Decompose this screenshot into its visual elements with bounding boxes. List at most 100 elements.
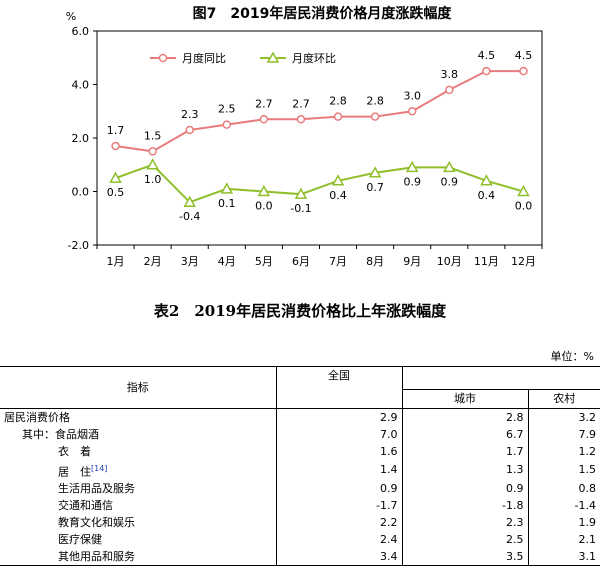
cell-national: 0.9 bbox=[276, 480, 403, 498]
series1-point bbox=[222, 120, 232, 129]
header-spacer bbox=[402, 366, 600, 390]
data-label: 0.1 bbox=[218, 197, 236, 210]
series2-point bbox=[183, 195, 196, 207]
y-tick-label: 2.0 bbox=[72, 132, 90, 145]
x-tick-label: 7月 bbox=[329, 255, 347, 268]
row-indicator-text: 衣 着 bbox=[58, 444, 91, 458]
data-label: 4.5 bbox=[478, 49, 496, 62]
series2-point bbox=[405, 160, 419, 173]
series1-point bbox=[519, 66, 528, 76]
x-tick-label: 9月 bbox=[403, 255, 421, 268]
series2-point bbox=[146, 158, 159, 170]
cell-national: 7.0 bbox=[276, 425, 403, 443]
row-indicator-text: 居民消费价格 bbox=[4, 410, 70, 424]
legend-marker bbox=[266, 51, 280, 63]
series2-point bbox=[331, 174, 345, 186]
row-indicator: 医疗保健 bbox=[0, 531, 277, 549]
header-indicator: 指标 bbox=[0, 366, 277, 409]
series-line-2 bbox=[115, 163, 524, 204]
data-label: 0.9 bbox=[403, 175, 421, 188]
row-indicator-text: 居 住 bbox=[58, 465, 91, 479]
row-indicator-text: 医疗保健 bbox=[58, 533, 102, 547]
data-label: 0.0 bbox=[515, 200, 533, 213]
row-indicator-text: 生活用品及服务 bbox=[58, 482, 135, 496]
cell-rural: 1.5 bbox=[578, 463, 597, 477]
data-label: 2.8 bbox=[329, 95, 347, 108]
series2-point bbox=[480, 174, 493, 186]
data-label: -0.4 bbox=[179, 210, 200, 223]
series2-point bbox=[220, 182, 234, 194]
cell-rural: 1.2 bbox=[578, 444, 597, 458]
cell-rural: 1.9 bbox=[578, 516, 597, 530]
series2-point bbox=[109, 171, 122, 183]
y-tick-label: -2.0 bbox=[68, 239, 89, 252]
cell-rural: 7.9 bbox=[578, 427, 597, 441]
cell-urban: 2.5 bbox=[402, 531, 529, 549]
x-tick-label: 11月 bbox=[474, 255, 499, 268]
row-indicator: 生活用品及服务 bbox=[0, 480, 277, 498]
data-label: 4.5 bbox=[515, 49, 533, 62]
row-indicator-text: 其中：食品烟酒 bbox=[22, 427, 99, 441]
series1-point bbox=[482, 66, 491, 76]
y-axis-unit: % bbox=[66, 10, 76, 23]
footnote-link[interactable]: [14] bbox=[91, 463, 108, 473]
row-indicator: 居民消费价格 bbox=[0, 408, 277, 426]
data-label: -0.1 bbox=[290, 202, 311, 215]
y-tick-label: 4.0 bbox=[72, 79, 90, 92]
price-index-table: 指标 全国 城市 农村 居民消费价格 2.9 2.8 3.2 其中：食品烟酒 7.0 6.7… bbox=[0, 366, 600, 567]
header-urban: 城市 bbox=[402, 389, 529, 409]
cell-national: 1.4 bbox=[276, 459, 403, 481]
cell-urban: 0.9 bbox=[402, 480, 529, 498]
table-row: 生活用品及服务 0.9 0.9 0.8 bbox=[0, 480, 600, 498]
row-indicator: 其他用品和服务 bbox=[0, 548, 277, 567]
x-tick-label: 10月 bbox=[437, 255, 462, 268]
x-tick-label: 5月 bbox=[255, 255, 273, 268]
series2-point bbox=[517, 184, 530, 197]
data-label: 2.8 bbox=[366, 95, 384, 108]
x-tick-label: 3月 bbox=[181, 255, 199, 268]
series1-point bbox=[148, 147, 157, 156]
legend-label: 月度环比 bbox=[292, 51, 336, 65]
x-tick-label: 4月 bbox=[218, 255, 236, 268]
x-tick-label: 1月 bbox=[107, 255, 125, 268]
cell-rural: 0.8 bbox=[578, 482, 597, 496]
data-label: 2.7 bbox=[255, 97, 273, 110]
series1-point bbox=[445, 85, 454, 95]
cell-urban: 1.7 bbox=[402, 442, 529, 460]
cell-rural: 2.1 bbox=[578, 533, 597, 547]
table-row: 其中：食品烟酒 7.0 6.7 7.9 bbox=[0, 425, 600, 443]
legend-label: 月度同比 bbox=[182, 51, 226, 65]
data-label: 1.0 bbox=[144, 173, 162, 186]
x-tick-label: 2月 bbox=[144, 255, 162, 268]
data-label: 0.4 bbox=[478, 189, 496, 202]
table-row: 其他用品和服务 3.4 3.5 3.1 bbox=[0, 548, 600, 567]
chart-title: 图7 2019年居民消费价格月度涨跌幅度 bbox=[193, 5, 453, 22]
cell-national: 3.4 bbox=[276, 548, 403, 567]
data-label: 2.3 bbox=[181, 108, 199, 121]
data-label: 2.5 bbox=[218, 103, 236, 116]
data-label: 2.7 bbox=[292, 97, 310, 110]
data-label: 0.9 bbox=[441, 175, 459, 188]
series-line-1 bbox=[115, 70, 524, 153]
x-tick-label: 12月 bbox=[511, 255, 536, 268]
data-label: 0.4 bbox=[329, 189, 347, 202]
series1-point bbox=[259, 115, 269, 124]
plot-area bbox=[96, 30, 543, 246]
cell-urban: 1.3 bbox=[402, 459, 529, 481]
cell-urban: -1.8 bbox=[402, 497, 529, 515]
cell-national: -1.7 bbox=[276, 497, 403, 515]
data-label: 0.0 bbox=[255, 200, 273, 213]
data-label: 3.8 bbox=[441, 68, 459, 81]
series1-point bbox=[296, 115, 306, 124]
cell-rural: -1.4 bbox=[574, 499, 596, 513]
series2-point bbox=[368, 166, 382, 178]
row-indicator: 其中：食品烟酒 bbox=[0, 425, 277, 443]
cell-rural: 3.1 bbox=[528, 548, 600, 567]
header-rural: 农村 bbox=[528, 389, 600, 409]
cell-urban: 3.5 bbox=[402, 548, 529, 567]
cell-national: 2.4 bbox=[276, 531, 403, 549]
row-indicator: 交通和通信 bbox=[0, 497, 277, 515]
data-label: 0.7 bbox=[366, 181, 384, 194]
table-row: 医疗保健 2.4 2.5 2.1 bbox=[0, 531, 600, 549]
legend-marker bbox=[158, 53, 168, 63]
